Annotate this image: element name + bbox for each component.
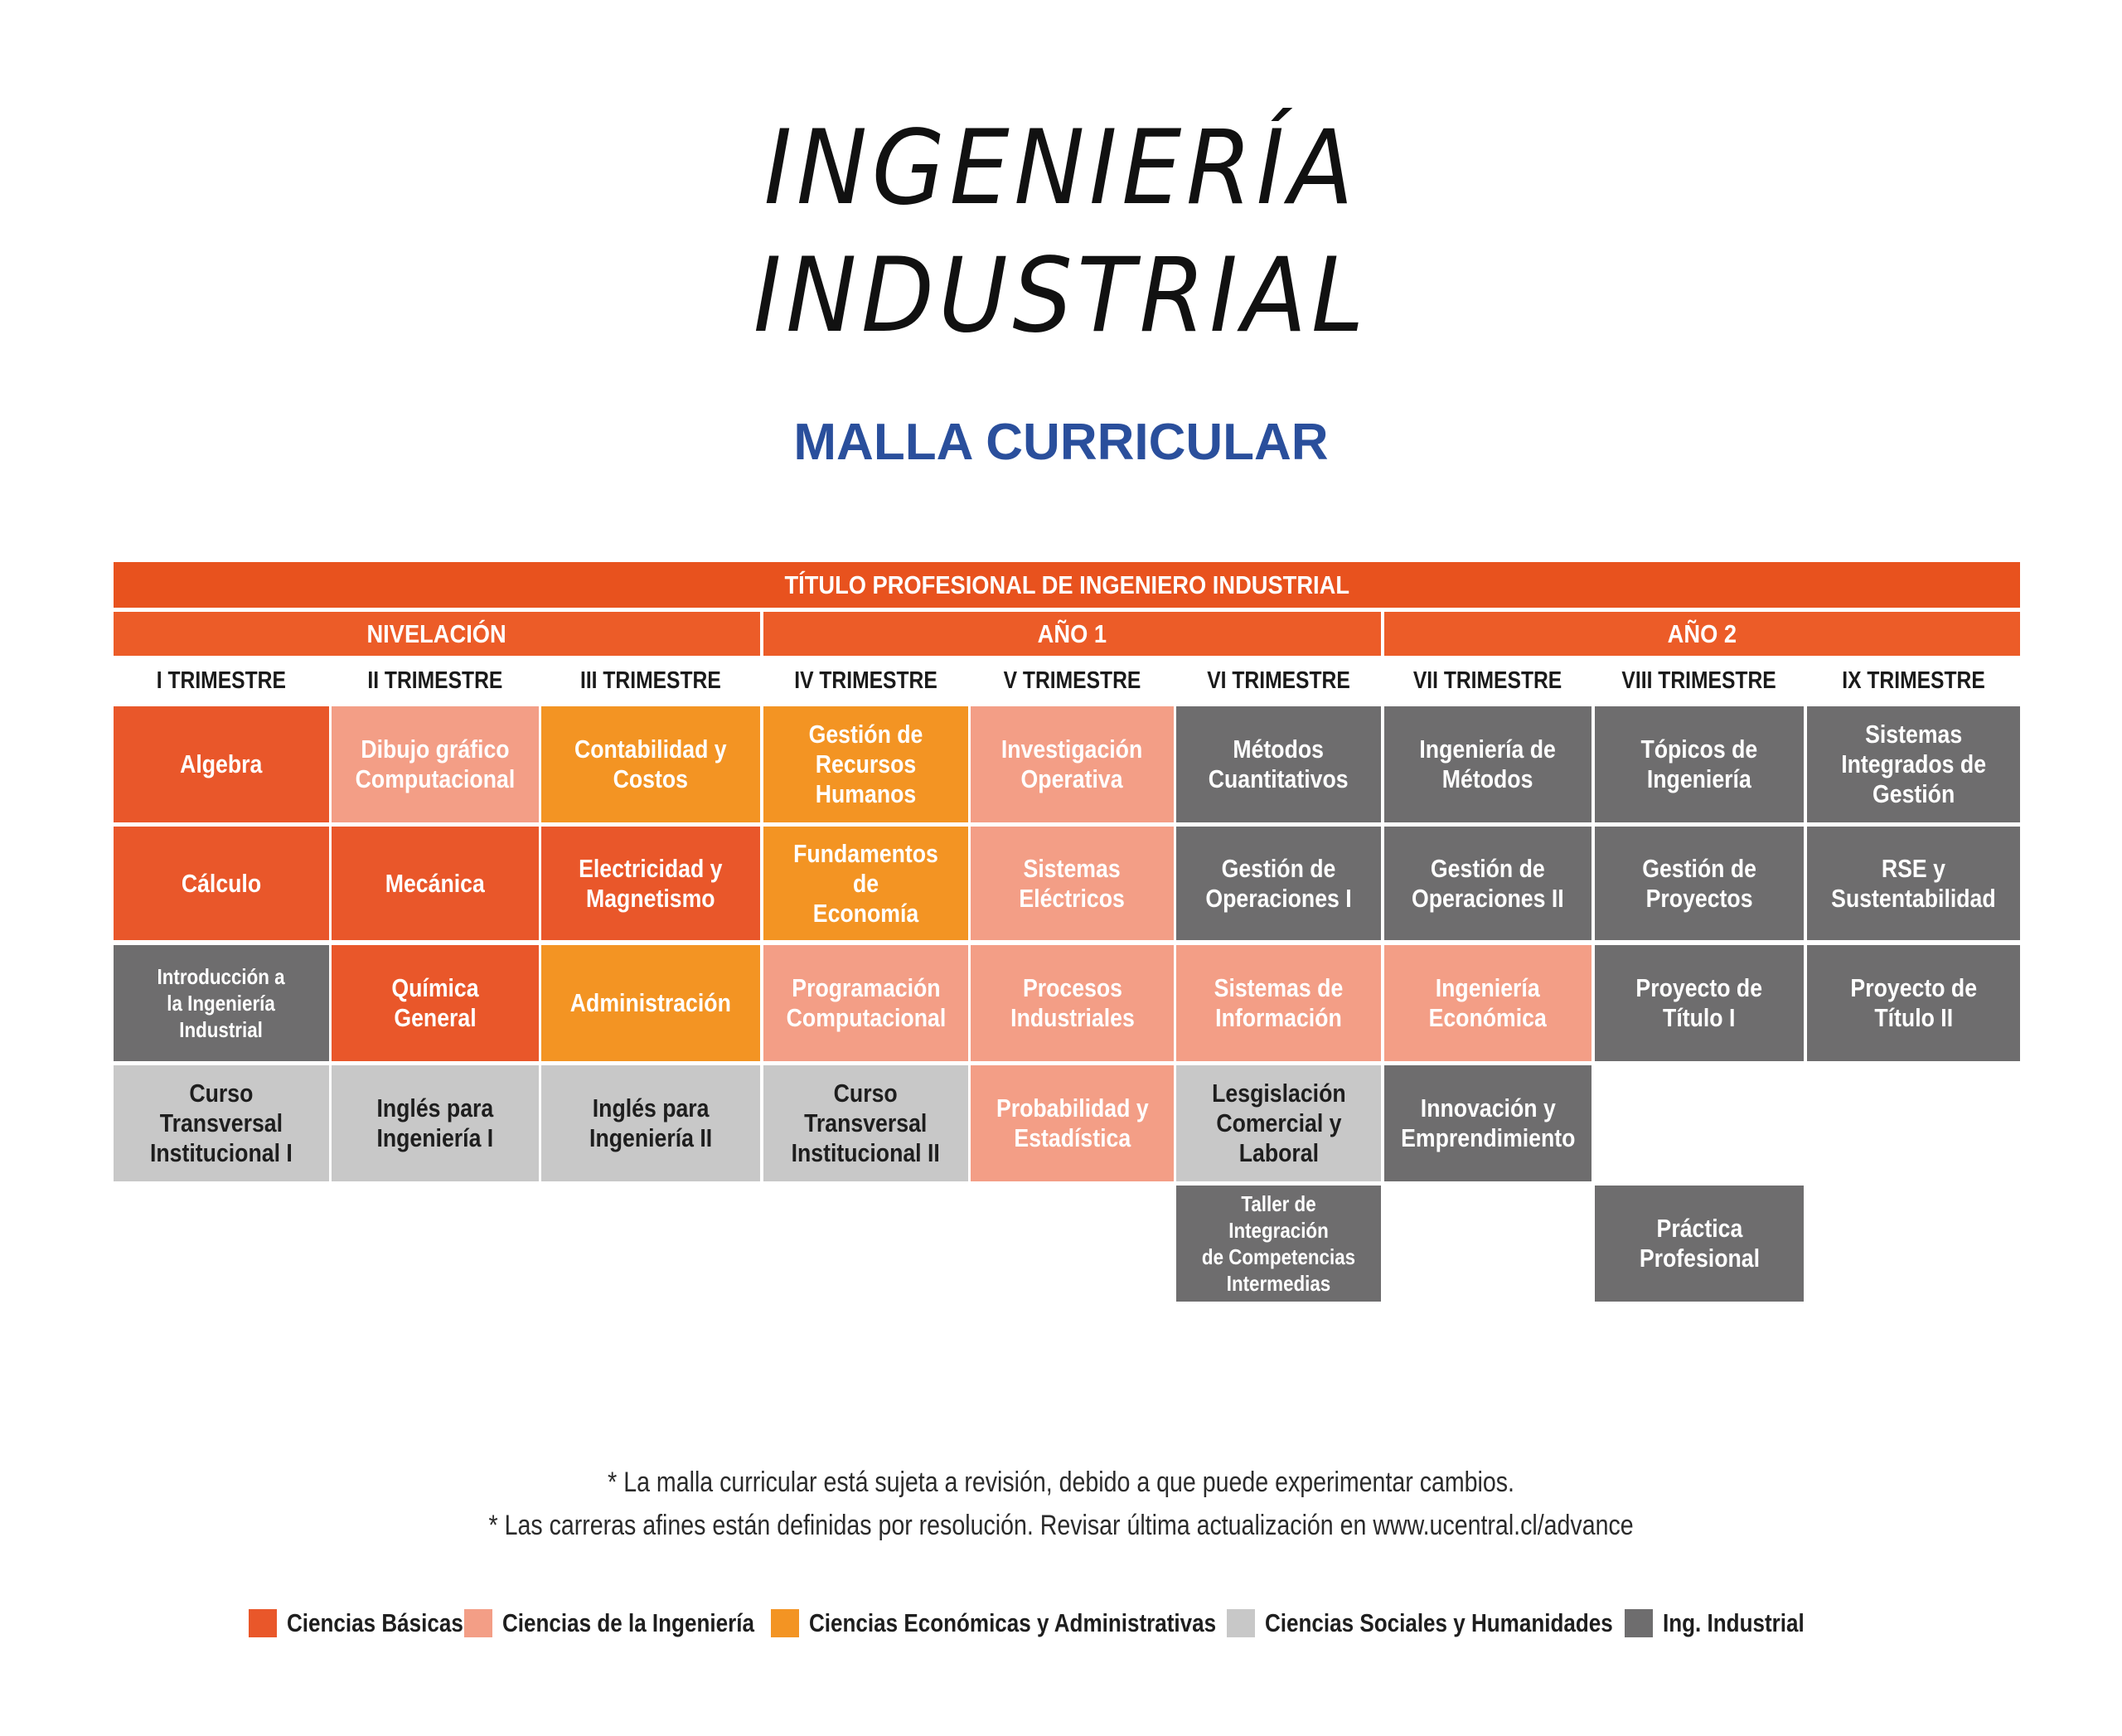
course-gestion-operaciones-2: Gestión de Operaciones II — [1384, 827, 1592, 940]
trimester-header-2: II TRIMESTRE — [367, 667, 503, 694]
course-ingenieria-metodos: Ingeniería de Métodos — [1384, 706, 1592, 822]
legend-swatch — [464, 1609, 492, 1637]
course-proyecto-titulo-1: Proyecto de Título I — [1595, 945, 1804, 1061]
trimester-header-8: VIII TRIMESTRE — [1621, 667, 1777, 694]
trimester-header-9: IX TRIMESTRE — [1842, 667, 1985, 694]
course-sistemas-integrados: Sistemas Integrados de Gestión — [1807, 706, 2020, 822]
period-nivelacion: NIVELACIÓN — [114, 612, 760, 656]
footnotes: * La malla curricular está sujeta a revi… — [0, 1461, 2122, 1547]
legend-item-basicas: Ciencias Básicas — [249, 1608, 463, 1638]
course-administracion: Administración — [541, 945, 760, 1061]
period-label: NIVELACIÓN — [366, 618, 507, 648]
trimester-header-6: VI TRIMESTRE — [1207, 667, 1350, 694]
degree-title-band: TÍTULO PROFESIONAL DE INGENIERO INDUSTRI… — [114, 562, 2020, 608]
course-ingenieria-economica: Ingeniería Económica — [1384, 945, 1592, 1061]
trimester-header-4: IV TRIMESTRE — [794, 667, 937, 694]
course-investigacion-operativa: Investigación Operativa — [971, 706, 1174, 822]
period-ano-1: AÑO 1 — [763, 612, 1381, 656]
legend-item-sociales: Ciencias Sociales y Humanidades — [1227, 1608, 1616, 1638]
course-electricidad: Electricidad y Magnetismo — [541, 827, 760, 940]
course-metodos-cuantitativos: Métodos Cuantitativos — [1176, 706, 1381, 822]
course-taller-integracion: Taller de Integración de Competencias In… — [1176, 1186, 1381, 1302]
course-fundamentos-economia: Fundamentos de Economía — [763, 827, 968, 940]
period-ano-2: AÑO 2 — [1384, 612, 2020, 656]
course-recursos-humanos: Gestión de Recursos Humanos — [763, 706, 968, 822]
period-label: AÑO 2 — [1667, 618, 1737, 648]
course-innovacion: Innovación y Emprendimiento — [1384, 1065, 1592, 1181]
legend-swatch — [1625, 1609, 1653, 1637]
course-algebra: Algebra — [114, 706, 329, 822]
course-transversal-2: Curso Transversal Institucional II — [763, 1065, 968, 1181]
course-practica-profesional: Práctica Profesional — [1595, 1186, 1804, 1302]
course-mecanica: Mecánica — [332, 827, 539, 940]
course-topicos-ingenieria: Tópicos de Ingeniería — [1595, 706, 1804, 822]
course-procesos-industriales: Procesos Industriales — [971, 945, 1174, 1061]
trimester-header-1: I TRIMESTRE — [156, 667, 287, 694]
course-gestion-operaciones-1: Gestión de Operaciones I — [1176, 827, 1381, 940]
trimester-header-3: III TRIMESTRE — [580, 667, 721, 694]
course-programacion: Programación Computacional — [763, 945, 968, 1061]
title-line-2: INDUSTRIAL — [753, 236, 1369, 356]
course-gestion-proyectos: Gestión de Proyectos — [1595, 827, 1804, 940]
course-transversal-1: Curso Transversal Institucional I — [114, 1065, 329, 1181]
legend-item-industrial: Ing. Industrial — [1625, 1608, 1824, 1638]
legend: Ciencias Básicas Ciencias de la Ingenier… — [249, 1605, 1832, 1641]
course-calculo: Cálculo — [114, 827, 329, 940]
course-probabilidad: Probabilidad y Estadística — [971, 1065, 1174, 1181]
footnote-1: * La malla curricular está sujeta a revi… — [608, 1467, 1514, 1498]
course-proyecto-titulo-2: Proyecto de Título II — [1807, 945, 2020, 1061]
title-line-1: INGENIERÍA — [763, 109, 1359, 228]
legend-swatch — [771, 1609, 799, 1637]
course-ingles-2: Inglés para Ingeniería II — [541, 1065, 760, 1181]
course-ingles-1: Inglés para Ingeniería I — [332, 1065, 539, 1181]
trimester-header-5: V TRIMESTRE — [1003, 667, 1141, 694]
period-label: AÑO 1 — [1037, 618, 1107, 648]
legend-item-ingenieria: Ciencias de la Ingeniería — [464, 1608, 763, 1638]
course-sistemas-electricos: Sistemas Eléctricos — [971, 827, 1174, 940]
subtitle: MALLA CURRICULAR — [793, 414, 1329, 471]
course-legislacion: Lesgislación Comercial y Laboral — [1176, 1065, 1381, 1181]
course-contabilidad: Contabilidad y Costos — [541, 706, 760, 822]
trimester-header-7: VII TRIMESTRE — [1413, 667, 1562, 694]
legend-swatch — [1227, 1609, 1255, 1637]
legend-item-economicas: Ciencias Económicas y Administrativas — [771, 1608, 1218, 1638]
legend-swatch — [249, 1609, 277, 1637]
course-dibujo-grafico: Dibujo gráfico Computacional — [332, 706, 539, 822]
degree-title: TÍTULO PROFESIONAL DE INGENIERO INDUSTRI… — [784, 570, 1349, 599]
course-rse-sustentabilidad: RSE y Sustentabilidad — [1807, 827, 2020, 940]
footnote-2: * Las carreras afines están definidas po… — [488, 1510, 1634, 1541]
course-quimica-general: Química General — [332, 945, 539, 1061]
course-introduccion-ingenieria: Introducción a la Ingeniería Industrial — [114, 945, 329, 1061]
course-sistemas-informacion: Sistemas de Información — [1176, 945, 1381, 1061]
